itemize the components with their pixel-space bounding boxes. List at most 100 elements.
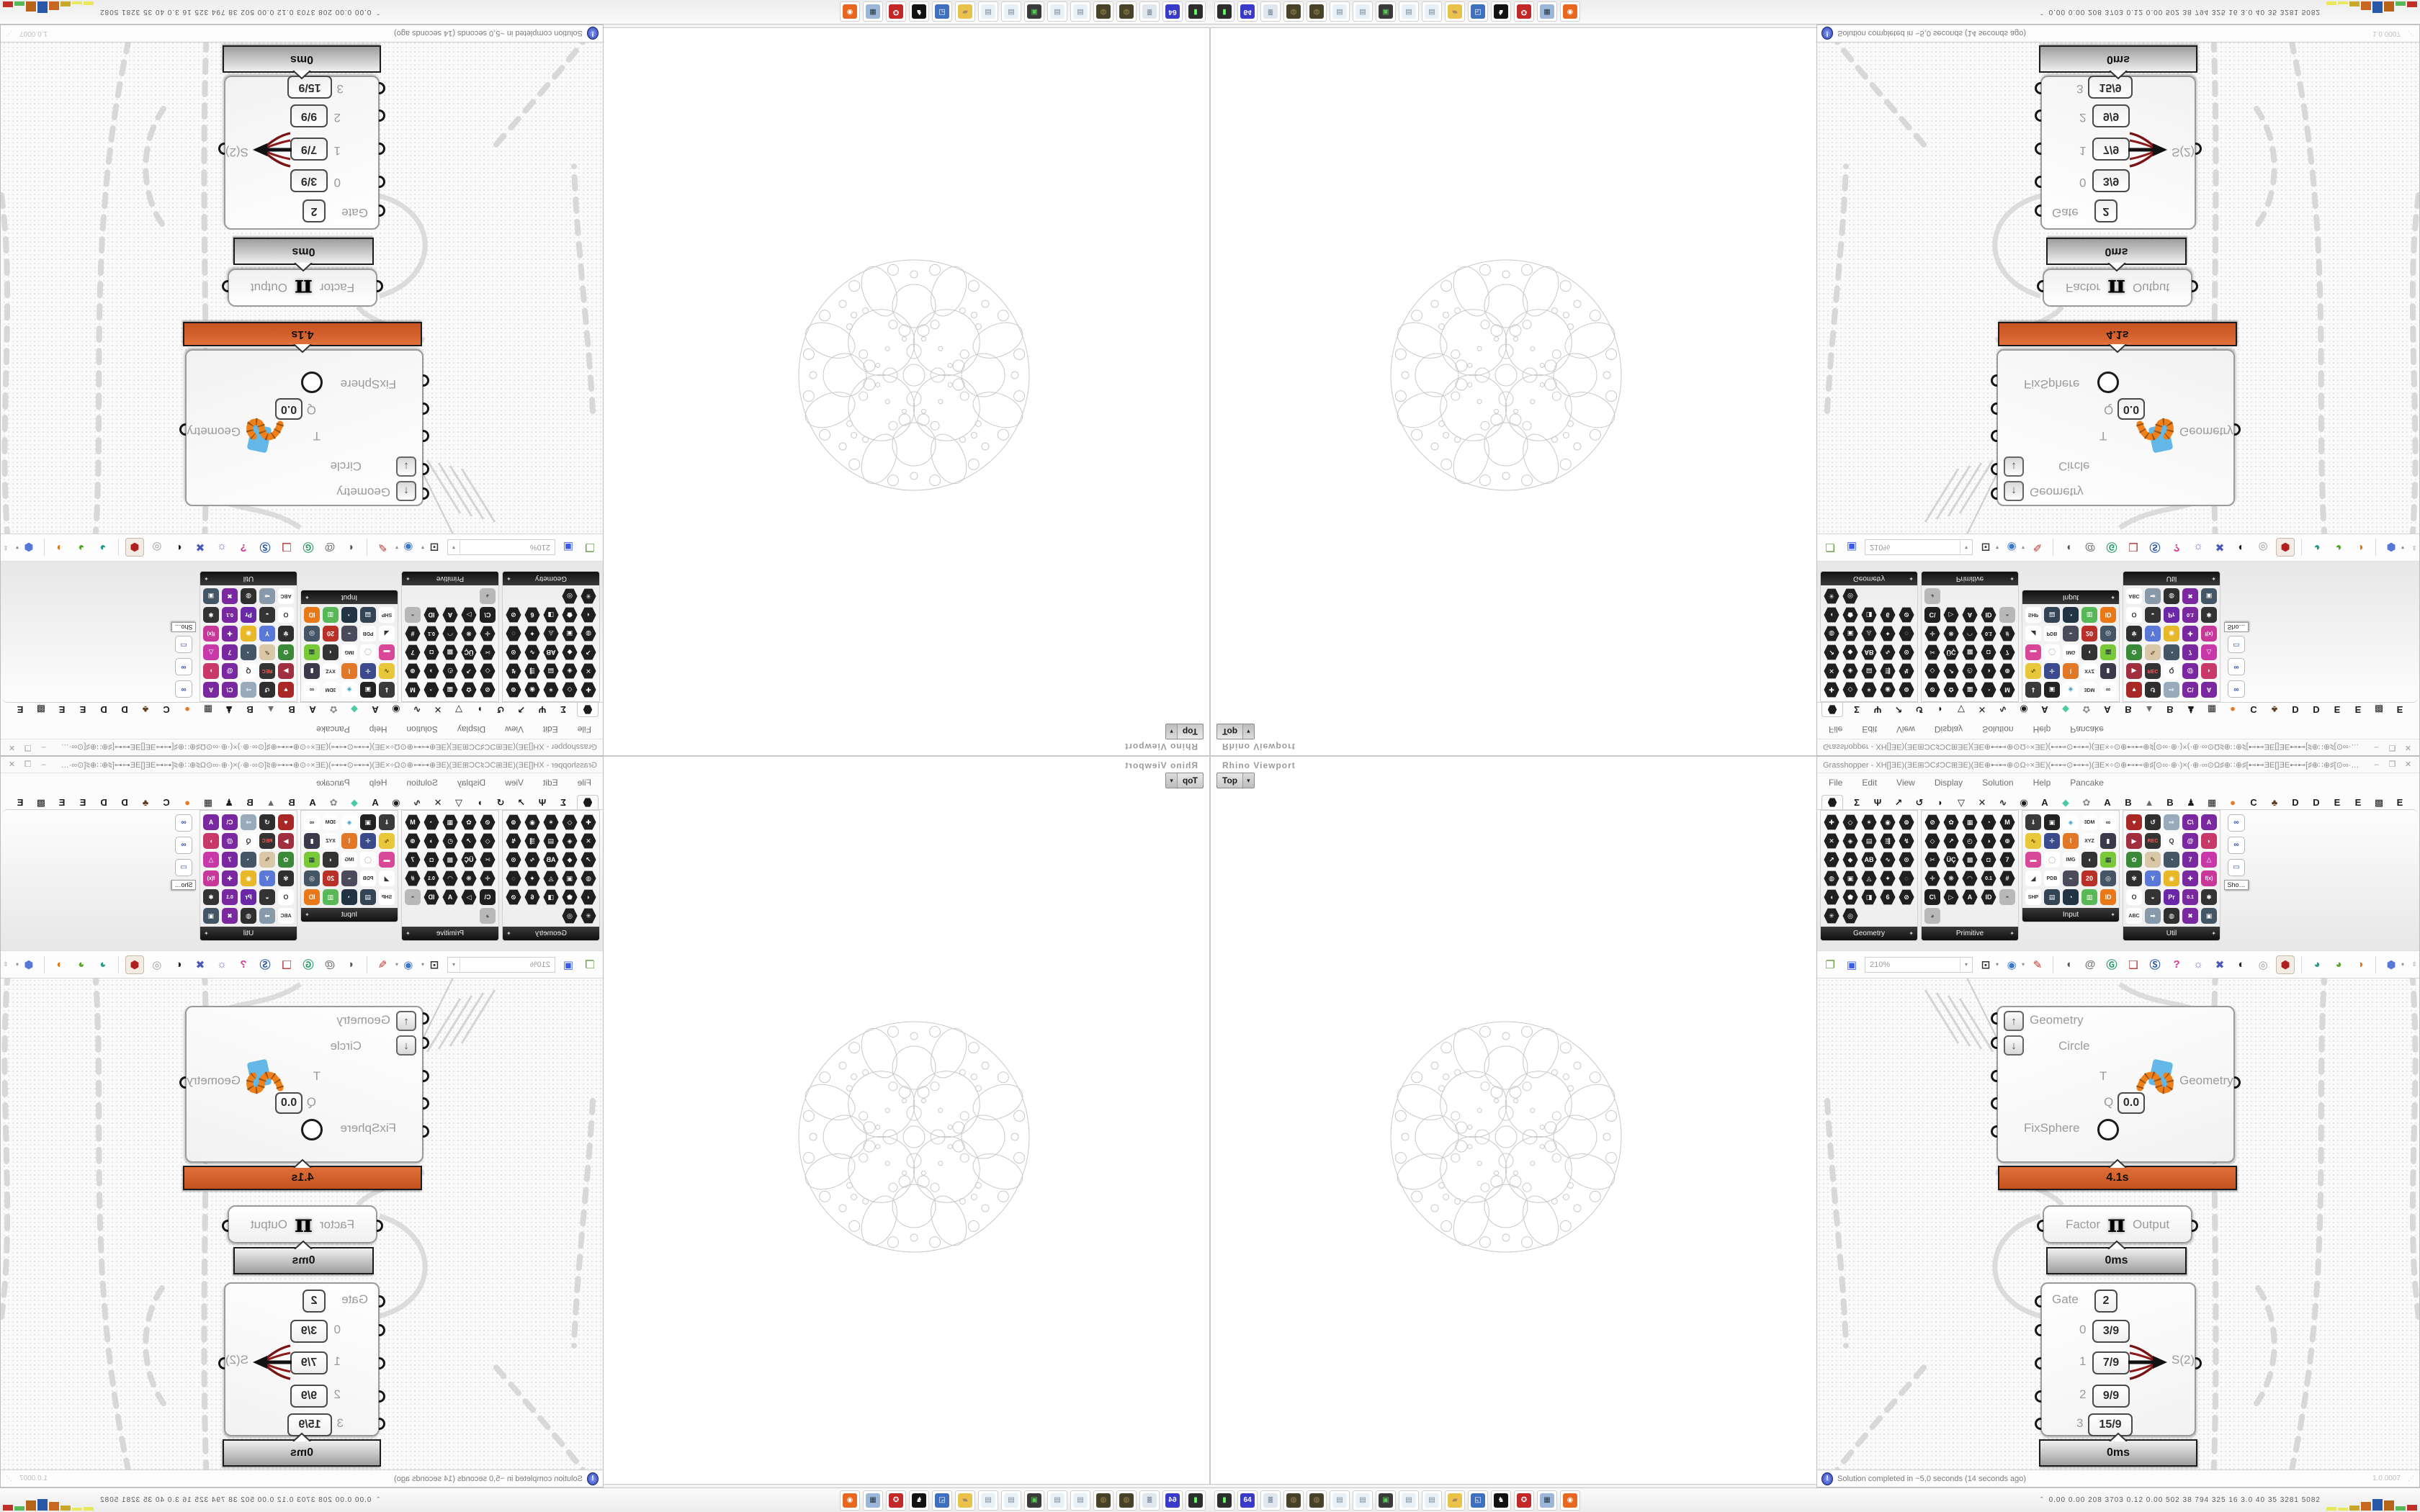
tab-plugin-bird[interactable]: ♣ [142, 704, 149, 715]
param-icon[interactable]: ▣ [203, 588, 219, 604]
dropdown-arrow-icon[interactable]: ▾ [15, 544, 19, 551]
param-icon[interactable]: ♥ [278, 682, 294, 698]
input-grip[interactable] [2035, 1357, 2041, 1369]
gha-globe-icon[interactable]: Ⓖ [2106, 959, 2118, 971]
gh-canvas[interactable]: ↑ ↓ Geometry Circle T Q FixSphere 0.0 Ge… [1, 978, 603, 1470]
param-icon[interactable]: ◔ [2063, 607, 2079, 623]
tab-plugin-d2[interactable]: D [100, 704, 107, 715]
calculator-icon[interactable]: ▦ [863, 1, 883, 22]
blue-hex-icon[interactable]: ⬢ [2386, 958, 2396, 971]
zoom-dropdown-icon[interactable]: ▾ [448, 957, 460, 972]
param-icon[interactable]: A [442, 889, 458, 905]
param-icon[interactable]: ◌ [1899, 870, 1914, 886]
param-icon[interactable]: A [203, 814, 219, 830]
light-bulb-icon[interactable]: ☼ [2193, 541, 2203, 554]
panel-dropdown-icon[interactable]: ✦ [405, 575, 411, 582]
param-icon[interactable]: IMG [341, 852, 357, 868]
param-icon[interactable]: ▥ [323, 889, 339, 905]
param-icon[interactable]: ⌇ [341, 663, 357, 679]
param-icon[interactable]: ◓ [405, 607, 421, 623]
param-icon[interactable]: ◍ [241, 588, 256, 604]
internalise-up-icon[interactable]: ↑ [396, 481, 416, 501]
zoom-extents-icon[interactable]: ⊡ [1981, 958, 1991, 971]
param-icon[interactable]: ⇨ [241, 814, 256, 830]
param-icon[interactable]: ◔ [241, 644, 256, 660]
param-icon[interactable]: 20 [2081, 626, 2097, 642]
param-icon[interactable]: ▬ [2025, 852, 2041, 868]
input-grip[interactable] [2037, 1220, 2043, 1232]
ring-pair-icon[interactable]: ◎ [152, 541, 162, 554]
tab-params[interactable] [577, 795, 599, 809]
palette-panel-label[interactable]: Util ✦ [2123, 927, 2220, 940]
tab-params[interactable] [1821, 795, 1843, 809]
param-icon[interactable]: ID [1981, 889, 1996, 905]
tab-mesh[interactable]: ▽ [1958, 796, 1965, 808]
param-icon[interactable]: ◕ [480, 588, 496, 604]
param-icon[interactable]: ⬟ [1842, 889, 1858, 905]
param-icon[interactable]: ✖ [2182, 588, 2198, 604]
tab-params[interactable] [577, 703, 599, 717]
teal-pin-icon[interactable]: ◕ [2313, 958, 2321, 971]
mini-panel-icon[interactable]: ▭ [2228, 636, 2245, 653]
light-bulb-icon[interactable]: ☼ [2193, 958, 2203, 971]
param-icon[interactable]: ◉ [241, 626, 256, 642]
notepad-icon-4[interactable]: ▤ [978, 1490, 998, 1511]
param-icon[interactable]: ⊘ [1924, 814, 1940, 830]
param-icon[interactable]: 7 [2182, 644, 2198, 660]
palette-panel-label[interactable]: Primitive ✦ [1922, 572, 2018, 585]
param-icon[interactable]: ◇ [1842, 814, 1858, 830]
param-icon[interactable]: ◖ [1824, 889, 1839, 905]
param-icon[interactable]: ◢ [379, 870, 395, 886]
tab-sets[interactable]: Ψ [1873, 797, 1882, 808]
param-icon[interactable]: Q [241, 663, 256, 679]
row-value-box[interactable]: 7/9 [2092, 1351, 2130, 1374]
gate-component[interactable]: Gate 2 0 3/9 1 7/9 2 9/9 3 15/9 [2035, 76, 2202, 230]
param-icon[interactable]: ▮ [2100, 663, 2116, 679]
cookie-icon-2[interactable]: ◍ [1093, 1490, 1113, 1511]
param-icon[interactable]: ⇓ [379, 814, 395, 830]
param-icon[interactable]: ◍ [1824, 870, 1839, 886]
param-icon[interactable]: ↗ [581, 644, 596, 660]
save-file-icon[interactable]: ▣ [1846, 958, 1857, 971]
folder-icon[interactable]: ▰ [955, 1490, 975, 1511]
param-icon[interactable]: ◎ [1842, 908, 1858, 924]
row-value-box[interactable]: 9/9 [2092, 104, 2130, 127]
param-icon[interactable]: ▤ [360, 889, 376, 905]
param-icon[interactable]: ⇶ [524, 663, 540, 679]
search-s-icon[interactable]: Ⓢ [2149, 541, 2161, 553]
window-alert-icon[interactable]: ❑ [2128, 958, 2138, 971]
red-gem-icon[interactable]: ⬢ [2276, 955, 2295, 974]
param-icon[interactable]: ♥ [278, 814, 294, 830]
ring-pair-icon[interactable]: ◎ [152, 958, 162, 971]
param-icon[interactable]: ✛ [360, 663, 376, 679]
tab-display[interactable]: ◉ [2020, 704, 2028, 716]
param-icon[interactable]: ◕ [1924, 588, 1940, 604]
tab-plugin-gem[interactable]: ◆ [2062, 796, 2069, 808]
param-icon[interactable]: ∿ [2025, 833, 2041, 849]
sketch-pen-icon[interactable]: ✎ [377, 958, 387, 971]
param-icon[interactable]: ✾ [2126, 626, 2142, 642]
param-icon[interactable]: ⇓ [2025, 814, 2041, 830]
tab-plugin-d1[interactable]: D [121, 704, 128, 715]
fixsphere-component[interactable]: ↑ ↓ Geometry Circle T Q FixSphere 0.0 Ge… [179, 1006, 429, 1163]
folder-icon[interactable]: ▰ [955, 1, 975, 22]
param-icon[interactable]: ◈ [1842, 663, 1858, 679]
param-icon[interactable]: ✦ [524, 626, 540, 642]
param-icon[interactable]: ◔ [424, 682, 439, 698]
pi-factor-component[interactable]: Factor π Output [2037, 1205, 2198, 1243]
firefox-icon[interactable]: ◉ [1560, 1, 1580, 22]
param-icon[interactable]: ◑ [424, 833, 439, 849]
fixsphere-toggle[interactable] [301, 1119, 323, 1140]
window-alert-icon[interactable]: ❑ [282, 958, 292, 971]
calculator-icon[interactable]: ▦ [1537, 1490, 1557, 1511]
param-icon[interactable]: REC [259, 663, 275, 679]
panel-dropdown-icon[interactable]: ✦ [2110, 912, 2115, 918]
param-icon[interactable]: ⊘ [1899, 607, 1914, 623]
param-icon[interactable]: @ [222, 663, 238, 679]
param-icon[interactable]: △ [2201, 644, 2217, 660]
param-icon[interactable]: 3DM [323, 814, 339, 830]
fixsphere-component[interactable]: ↑ ↓ Geometry Circle T Q FixSphere 0.0 Ge… [1991, 1006, 2241, 1163]
search-s-icon[interactable]: Ⓢ [259, 541, 271, 553]
param-icon[interactable]: ⊙ [1899, 644, 1914, 660]
preview-eye-icon[interactable]: ◉ [2007, 541, 2017, 554]
